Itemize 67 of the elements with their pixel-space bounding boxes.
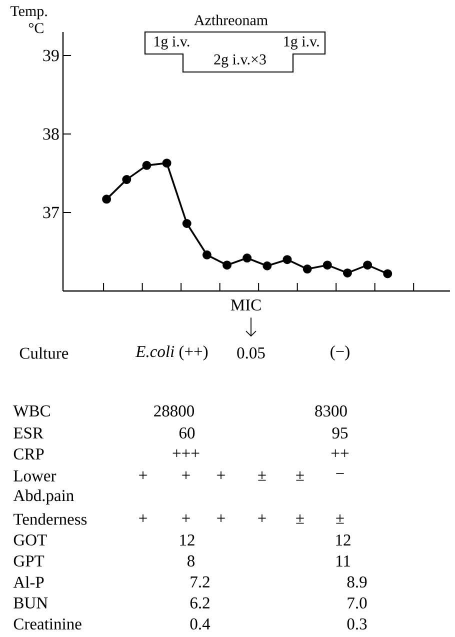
text: ESR (14, 427, 44, 439)
text: 8300 (315, 405, 347, 417)
text: ± (258, 471, 266, 481)
y-axis-title: Temp. °C (10, 6, 47, 34)
text: Creatinine (14, 618, 82, 630)
text: Azthreonam (194, 14, 268, 26)
point (102, 194, 112, 204)
text: (−) (330, 346, 350, 360)
text: 6.2 (190, 597, 210, 609)
text: WBC (13, 405, 50, 417)
text: + (139, 471, 147, 480)
text: E.coli (++) (135, 346, 208, 360)
point (342, 268, 352, 278)
text: 8 (188, 555, 194, 567)
text: 7.2 (190, 576, 210, 588)
text: + (182, 471, 190, 480)
text: 7.0 (348, 597, 367, 609)
annotation: 1g i.v. (154, 36, 190, 50)
y-tick-label: 38 (43, 128, 59, 140)
point (363, 260, 372, 270)
text: 11 (336, 556, 350, 566)
text: + (182, 514, 190, 522)
text: ++ (332, 449, 349, 458)
text: Culture (20, 347, 68, 359)
text: Lower (14, 470, 56, 482)
point (282, 255, 292, 264)
text: 0.4 (190, 618, 210, 630)
text: − (336, 473, 344, 474)
point (142, 160, 152, 170)
text: + (217, 471, 225, 480)
text: MIC (230, 299, 261, 311)
point (162, 158, 172, 168)
text: BUN (14, 598, 48, 608)
text: 0.05 (237, 347, 265, 359)
annotation: 2g i.v.×3 (214, 54, 266, 68)
text: 28800 (154, 405, 194, 417)
text: Al-P (13, 576, 44, 588)
point (202, 250, 212, 260)
text: + (258, 514, 266, 522)
point (242, 254, 252, 263)
point (122, 175, 132, 184)
text: + (139, 514, 147, 522)
text: 95 (332, 427, 348, 439)
text: CRP (14, 448, 44, 460)
text: Tenderness (14, 513, 87, 525)
point (182, 219, 192, 228)
text: ± (296, 514, 304, 524)
point (302, 264, 312, 274)
annotation: 1g i.v. (284, 36, 319, 50)
point (383, 269, 392, 278)
text: +++ (172, 449, 200, 458)
text: 12 (336, 534, 350, 546)
point (322, 260, 332, 270)
text: GPT (14, 555, 44, 567)
text: 0.3 (347, 618, 367, 630)
text: + (217, 514, 225, 522)
text: GOT (14, 534, 47, 546)
point (222, 260, 232, 270)
text: 12 (180, 534, 194, 546)
point (262, 261, 272, 270)
text: 60 (179, 427, 195, 439)
text: ± (336, 514, 344, 524)
y-tick-label: 39 (43, 50, 59, 62)
y-tick-label: 37 (43, 206, 59, 218)
text: ± (296, 471, 304, 481)
text: 8.9 (347, 576, 367, 588)
text: Abd.pain (13, 490, 74, 504)
